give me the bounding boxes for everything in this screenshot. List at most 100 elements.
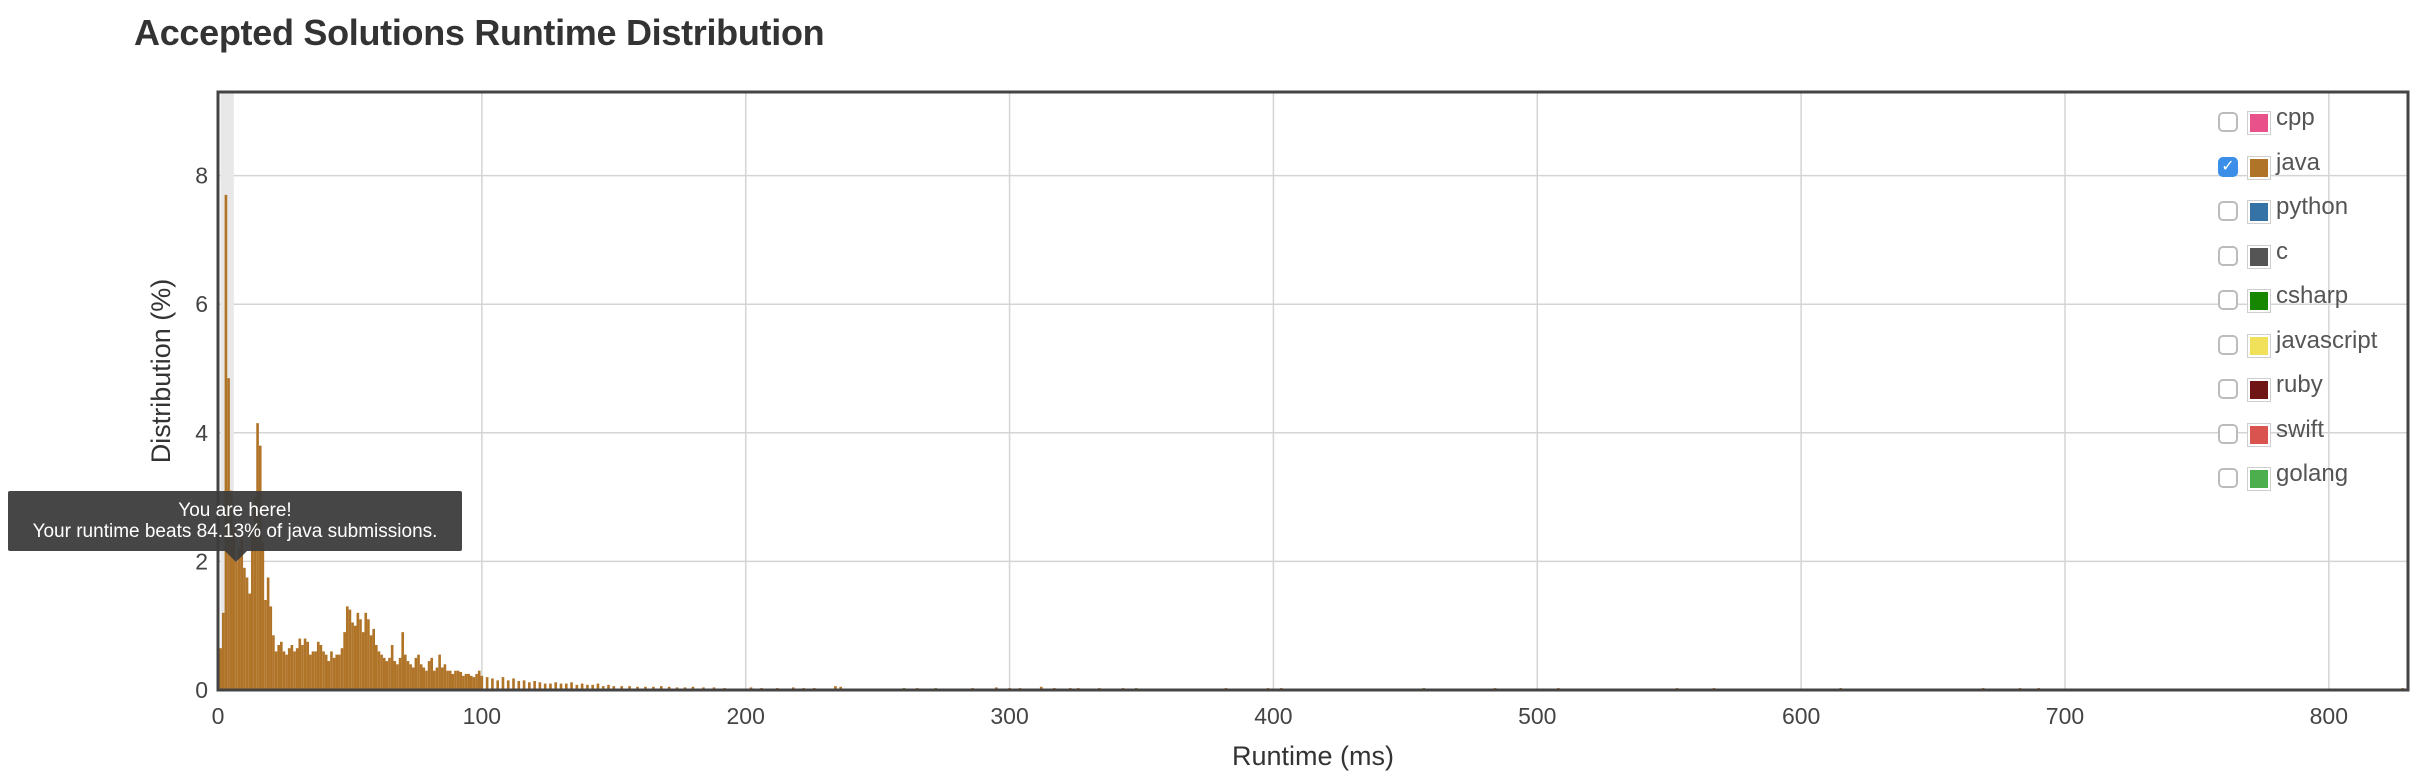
bar[interactable]: [388, 657, 391, 690]
bar[interactable]: [301, 644, 304, 690]
bar[interactable]: [309, 654, 312, 690]
legend-item-c[interactable]: c: [2218, 236, 2377, 281]
bar[interactable]: [367, 619, 370, 690]
bar[interactable]: [356, 612, 360, 690]
bar[interactable]: [345, 606, 349, 690]
bar[interactable]: [351, 622, 354, 690]
bar[interactable]: [480, 675, 484, 690]
bar[interactable]: [620, 686, 624, 690]
bar[interactable]: [319, 644, 323, 690]
bar[interactable]: [591, 684, 594, 690]
legend-checkbox[interactable]: ✓: [2218, 156, 2238, 177]
bar[interactable]: [306, 641, 310, 690]
legend-checkbox[interactable]: [2218, 423, 2238, 444]
bar[interactable]: [248, 593, 251, 690]
bar[interactable]: [404, 654, 407, 690]
bar[interactable]: [659, 686, 663, 690]
legend-checkbox[interactable]: [2218, 245, 2238, 266]
bar[interactable]: [250, 529, 254, 690]
bar[interactable]: [290, 644, 294, 690]
bar[interactable]: [433, 670, 436, 690]
legend-checkbox[interactable]: [2218, 290, 2238, 310]
bar[interactable]: [298, 638, 302, 690]
bar[interactable]: [430, 657, 434, 690]
legend-checkbox[interactable]: [2218, 468, 2238, 488]
bar[interactable]: [253, 497, 257, 690]
bar[interactable]: [485, 677, 489, 690]
bar[interactable]: [549, 683, 552, 690]
bar[interactable]: [295, 648, 299, 690]
bar[interactable]: [456, 670, 460, 690]
bar[interactable]: [596, 683, 600, 690]
bar[interactable]: [382, 657, 386, 690]
bar[interactable]: [264, 599, 267, 690]
bar[interactable]: [256, 423, 259, 690]
legend-item-csharp[interactable]: csharp: [2218, 280, 2377, 325]
bar[interactable]: [330, 651, 333, 690]
bar[interactable]: [401, 632, 405, 690]
bar[interactable]: [280, 641, 283, 690]
bar[interactable]: [554, 682, 558, 690]
bar[interactable]: [512, 678, 515, 690]
bar[interactable]: [229, 490, 233, 690]
bar[interactable]: [528, 682, 531, 690]
legend-checkbox[interactable]: [2218, 379, 2238, 399]
bar[interactable]: [235, 561, 238, 690]
bar[interactable]: [272, 635, 275, 690]
bar[interactable]: [496, 680, 500, 690]
legend-checkbox[interactable]: [2218, 201, 2238, 221]
bar[interactable]: [274, 651, 278, 690]
bar[interactable]: [454, 670, 457, 690]
bar[interactable]: [237, 548, 241, 690]
bar[interactable]: [559, 683, 563, 690]
legend-item-swift[interactable]: swift: [2218, 414, 2377, 459]
bar[interactable]: [517, 680, 521, 690]
bar[interactable]: [359, 619, 362, 690]
bar[interactable]: [258, 445, 262, 690]
legend-item-javascript[interactable]: javascript: [2218, 325, 2377, 370]
bar[interactable]: [332, 657, 336, 690]
bar[interactable]: [221, 612, 225, 690]
bar[interactable]: [564, 683, 568, 690]
bar[interactable]: [353, 625, 357, 690]
bar[interactable]: [406, 661, 410, 690]
bar[interactable]: [538, 682, 542, 690]
bar[interactable]: [396, 664, 399, 690]
legend-item-ruby[interactable]: ruby: [2218, 369, 2377, 414]
bar[interactable]: [409, 664, 412, 690]
bar[interactable]: [335, 654, 339, 690]
bar[interactable]: [438, 654, 441, 690]
bar[interactable]: [469, 675, 473, 690]
bar[interactable]: [652, 686, 655, 690]
bar[interactable]: [464, 673, 468, 690]
legend-checkbox[interactable]: [2218, 112, 2238, 132]
bar[interactable]: [338, 654, 341, 690]
bar[interactable]: [316, 641, 320, 690]
java-series-bars[interactable]: [219, 194, 2405, 690]
legend-item-golang[interactable]: golang: [2218, 458, 2377, 503]
bar[interactable]: [839, 686, 843, 690]
bar[interactable]: [425, 670, 428, 690]
bar[interactable]: [834, 686, 837, 690]
bar[interactable]: [269, 606, 273, 690]
bar[interactable]: [343, 632, 346, 690]
bar[interactable]: [601, 686, 605, 690]
bar[interactable]: [372, 628, 375, 690]
bar[interactable]: [303, 638, 307, 690]
bar[interactable]: [580, 683, 584, 690]
bar[interactable]: [628, 686, 631, 690]
bar[interactable]: [501, 677, 505, 690]
bar[interactable]: [435, 667, 439, 690]
bar[interactable]: [543, 683, 547, 690]
bar[interactable]: [245, 577, 249, 690]
bar[interactable]: [417, 654, 420, 690]
bar[interactable]: [533, 680, 536, 690]
bar[interactable]: [667, 686, 671, 690]
bar[interactable]: [1039, 686, 1043, 690]
bar[interactable]: [491, 678, 494, 690]
bar[interactable]: [390, 644, 394, 690]
bar[interactable]: [570, 682, 573, 690]
bar[interactable]: [462, 675, 465, 690]
bar[interactable]: [324, 654, 328, 690]
bar[interactable]: [612, 686, 616, 690]
